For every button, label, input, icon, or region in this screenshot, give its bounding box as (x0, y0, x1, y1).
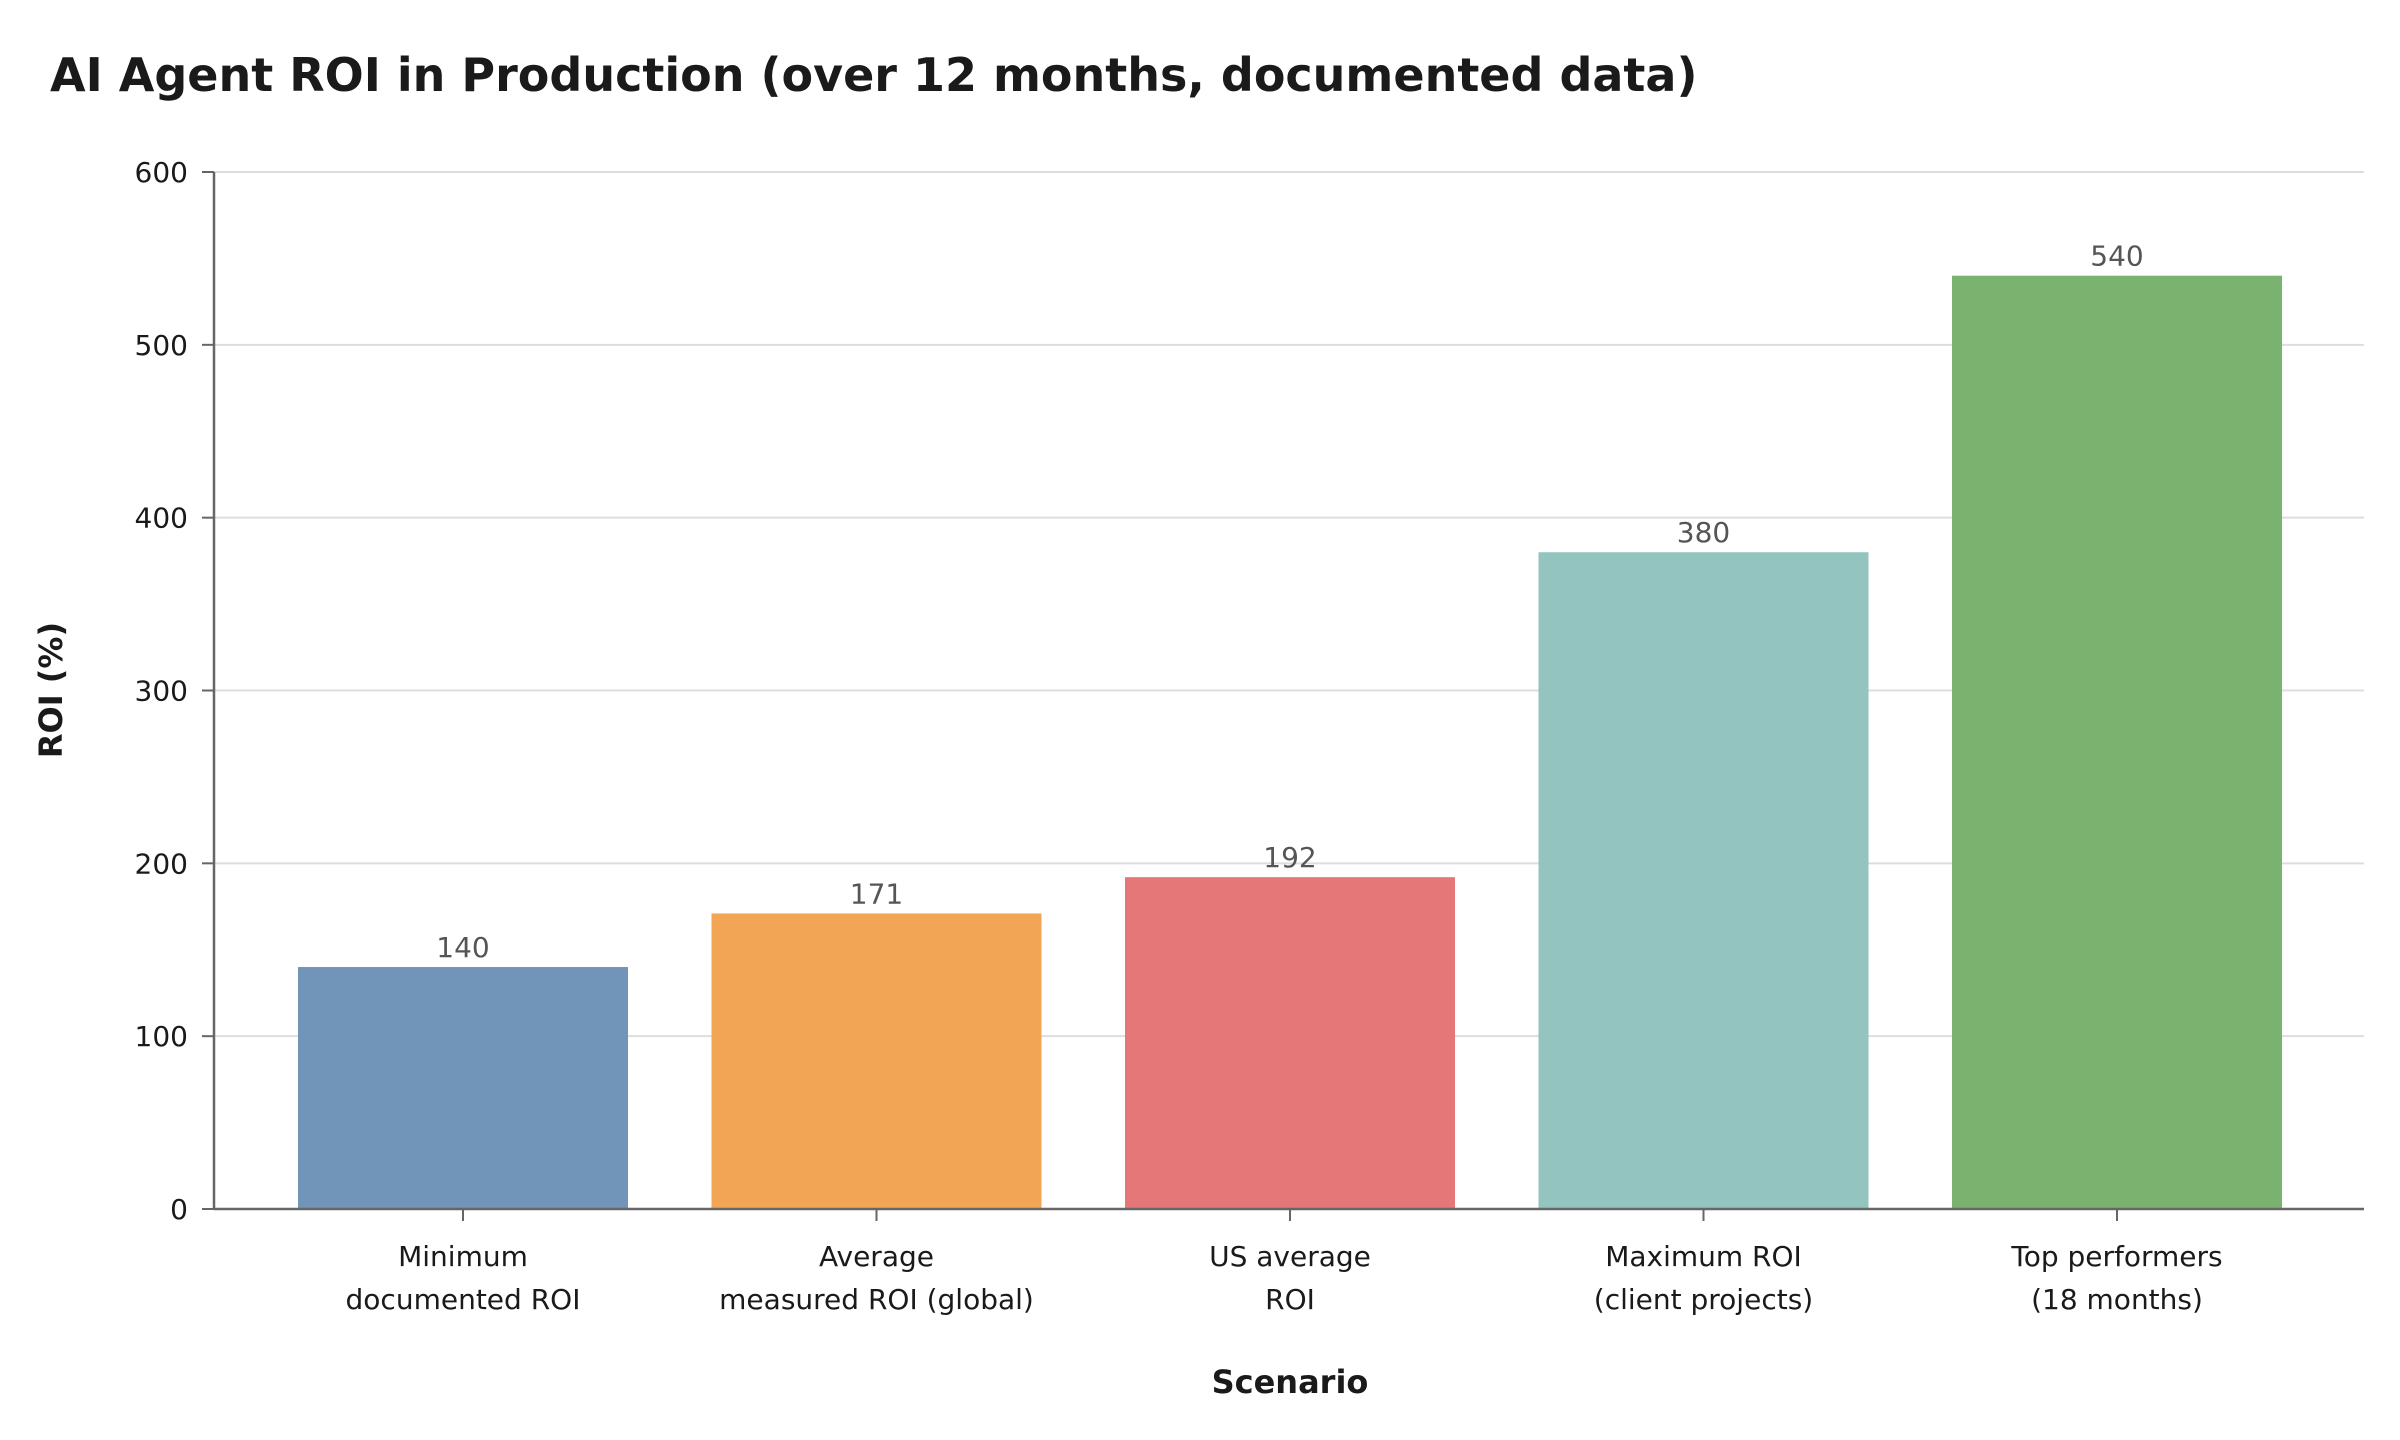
labels: 0 100 200 300 400 500 600 140 Minimum documented … (32, 156, 2223, 1401)
bar (1538, 552, 1869, 1209)
data-label: 171 (850, 877, 903, 910)
bar (711, 913, 1042, 1209)
data-label: 192 (1263, 841, 1316, 874)
y-tick-label: 600 (135, 156, 188, 189)
x-tick-label: Minimum (398, 1240, 528, 1273)
y-tick-label: 400 (135, 502, 188, 535)
x-tick-label: (client projects) (1594, 1283, 1813, 1316)
x-tick-label: US average (1209, 1240, 1371, 1273)
bar (298, 967, 628, 1209)
x-axis-label: Scenario (1212, 1363, 1369, 1401)
y-tick-label: 100 (135, 1020, 188, 1053)
bar (1952, 275, 2282, 1209)
x-tick-label: Average (819, 1240, 934, 1273)
x-tick-label: Top performers (2010, 1240, 2222, 1273)
chart-title: AI Agent ROI in Production (over 12 mont… (50, 48, 1698, 102)
y-tick-label: 0 (170, 1193, 188, 1226)
x-tick-label: measured ROI (global) (719, 1283, 1034, 1316)
bar (1125, 877, 1455, 1209)
y-axis-label: ROI (%) (32, 622, 70, 758)
x-tick-label: ROI (1265, 1283, 1315, 1316)
y-tick-label: 300 (135, 675, 188, 708)
y-tick-label: 500 (135, 329, 188, 362)
data-label: 380 (1677, 516, 1730, 549)
axes (202, 171, 2364, 1221)
data-label: 540 (2090, 240, 2143, 273)
y-tick-label: 200 (135, 847, 188, 880)
x-tick-label: (18 months) (2031, 1283, 2203, 1316)
data-label: 140 (436, 931, 489, 964)
x-tick-label: documented ROI (346, 1283, 581, 1316)
x-tick-label: Maximum ROI (1605, 1240, 1802, 1273)
bars (298, 275, 2282, 1209)
